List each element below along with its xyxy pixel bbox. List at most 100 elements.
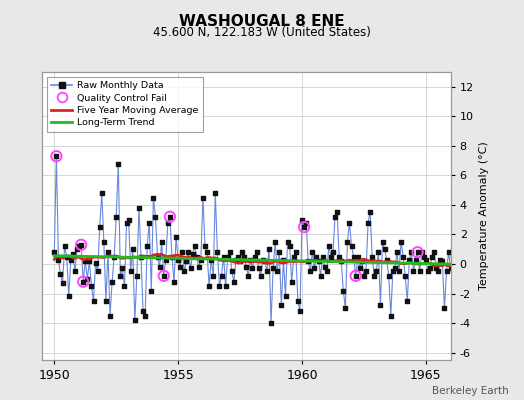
Point [75, 243, 83, 250]
Point [376, 302, 385, 308]
Point [209, 273, 217, 279]
Point [339, 287, 347, 294]
Point [387, 312, 395, 319]
Point [292, 249, 300, 255]
Point [139, 308, 147, 314]
Point [290, 254, 298, 260]
Point [73, 246, 81, 252]
Point [310, 265, 319, 272]
Point [52, 153, 61, 159]
Point [302, 220, 310, 226]
Point [347, 243, 356, 250]
Point [236, 258, 244, 264]
Point [123, 220, 131, 226]
Point [156, 264, 164, 270]
Point [374, 249, 383, 255]
Point [293, 298, 302, 304]
Point [304, 258, 312, 264]
Point [275, 249, 283, 255]
Point [135, 205, 143, 211]
Point [102, 298, 110, 304]
Point [130, 317, 139, 323]
Point [250, 254, 259, 260]
Point [93, 268, 102, 274]
Point [106, 312, 114, 319]
Point [184, 249, 193, 255]
Point [178, 249, 187, 255]
Point [426, 265, 434, 272]
Point [108, 278, 116, 285]
Point [194, 264, 203, 270]
Point [201, 243, 209, 250]
Point [137, 254, 145, 260]
Point [227, 268, 236, 274]
Point [319, 254, 327, 260]
Point [323, 268, 331, 274]
Point [281, 293, 290, 300]
Point [430, 249, 438, 255]
Point [199, 194, 207, 201]
Point [413, 249, 422, 255]
Point [157, 239, 166, 245]
Point [446, 265, 455, 272]
Point [207, 256, 215, 263]
Point [151, 214, 160, 220]
Point [159, 273, 168, 279]
Point [436, 256, 444, 263]
Point [432, 265, 440, 272]
Point [182, 258, 191, 264]
Point [366, 209, 374, 216]
Point [411, 256, 420, 263]
Point [314, 258, 323, 264]
Point [159, 273, 168, 279]
Point [401, 273, 409, 279]
Point [248, 265, 257, 272]
Point [389, 268, 397, 274]
Point [163, 220, 172, 226]
Point [283, 239, 292, 245]
Text: WASHOUGAL 8 ENE: WASHOUGAL 8 ENE [179, 14, 345, 29]
Point [265, 246, 273, 252]
Point [161, 256, 170, 263]
Point [341, 305, 350, 312]
Point [172, 234, 180, 241]
Point [449, 254, 457, 260]
Point [220, 254, 228, 260]
Point [83, 276, 92, 282]
Point [170, 278, 178, 285]
Point [189, 250, 197, 257]
Point [244, 273, 253, 279]
Point [89, 298, 97, 304]
Point [54, 256, 63, 263]
Point [180, 268, 189, 274]
Point [434, 268, 442, 274]
Point [383, 256, 391, 263]
Point [71, 268, 79, 274]
Point [451, 258, 459, 264]
Point [306, 268, 314, 274]
Point [269, 265, 277, 272]
Point [350, 254, 358, 260]
Point [405, 256, 413, 263]
Point [50, 249, 59, 255]
Point [333, 209, 341, 216]
Point [77, 242, 85, 248]
Point [166, 214, 174, 220]
Point [211, 190, 220, 196]
Point [329, 249, 337, 255]
Point [145, 220, 154, 226]
Point [110, 254, 118, 260]
Point [440, 305, 449, 312]
Point [166, 214, 174, 220]
Point [438, 258, 446, 264]
Point [263, 268, 271, 274]
Point [60, 243, 69, 250]
Point [457, 249, 465, 255]
Point [69, 250, 77, 257]
Point [225, 249, 234, 255]
Point [260, 258, 269, 264]
Point [104, 249, 112, 255]
Point [116, 273, 125, 279]
Point [393, 249, 401, 255]
Point [77, 242, 85, 248]
